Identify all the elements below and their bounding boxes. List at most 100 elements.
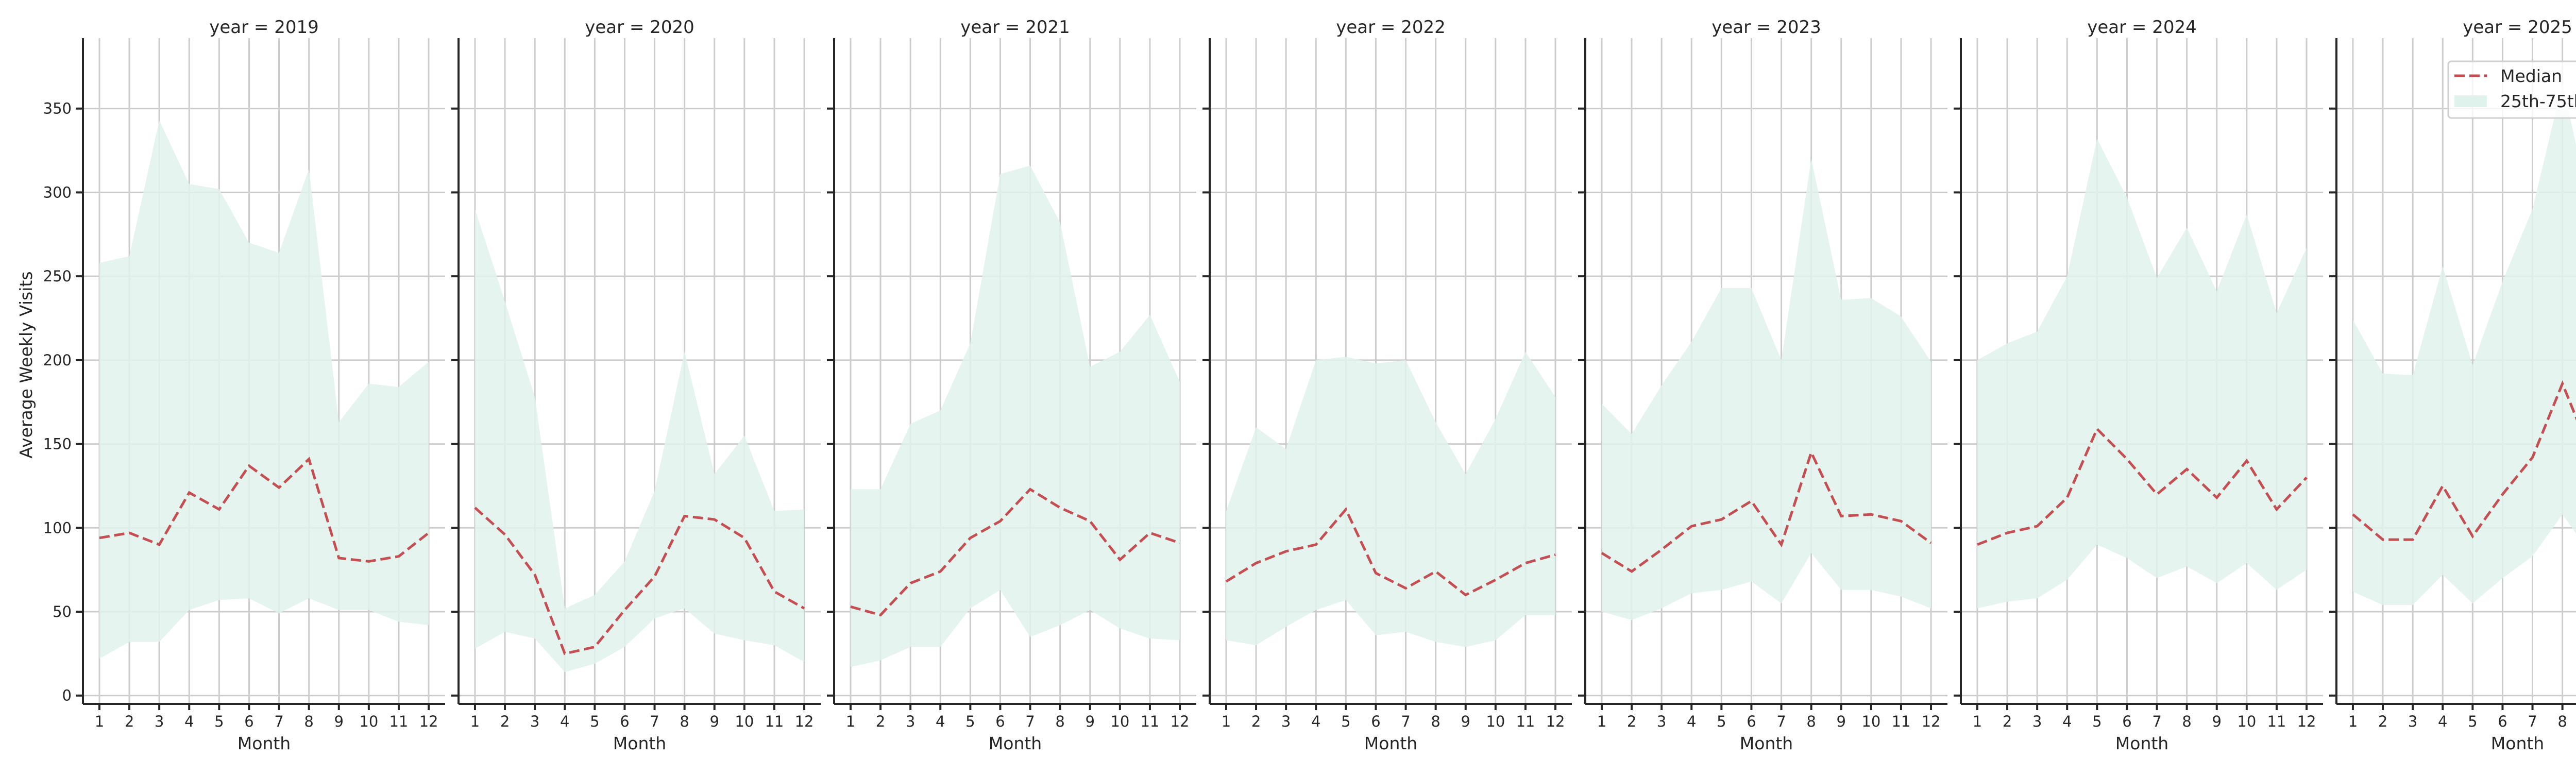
x-tick-label: 2 bbox=[500, 713, 510, 730]
x-tick-label: 4 bbox=[560, 713, 569, 730]
x-tick-label: 8 bbox=[2557, 713, 2567, 730]
x-tick-label: 9 bbox=[1086, 713, 1095, 730]
percentile-band bbox=[1977, 139, 2307, 609]
x-tick-label: 2 bbox=[1251, 713, 1261, 730]
x-axis-label: Month bbox=[2491, 733, 2544, 753]
x-tick-label: 6 bbox=[2498, 713, 2507, 730]
median-line bbox=[850, 488, 1180, 617]
x-tick-label: 3 bbox=[1281, 713, 1291, 730]
x-tick-label: 6 bbox=[620, 713, 629, 730]
x-tick-label: 8 bbox=[1431, 713, 1440, 730]
panel-title: year = 2023 bbox=[1711, 17, 1821, 38]
y-tick-label: 300 bbox=[43, 183, 72, 201]
x-tick-label: 4 bbox=[1687, 713, 1696, 730]
x-tick-label: 9 bbox=[710, 713, 719, 730]
x-tick-label: 7 bbox=[274, 713, 283, 730]
x-tick-label: 12 bbox=[1922, 713, 1941, 730]
x-tick-label: 5 bbox=[1717, 713, 1726, 730]
x-tick-label: 4 bbox=[2062, 713, 2072, 730]
y-tick-label: 150 bbox=[43, 435, 72, 453]
x-tick-label: 7 bbox=[1401, 713, 1410, 730]
x-tick-label: 5 bbox=[590, 713, 599, 730]
x-tick-label: 6 bbox=[2122, 713, 2131, 730]
x-tick-label: 5 bbox=[2092, 713, 2102, 730]
legend: Median 25th-75th Percentile bbox=[2447, 60, 2576, 119]
legend-median-label: Median bbox=[2500, 66, 2562, 86]
x-tick-label: 11 bbox=[389, 713, 408, 730]
x-tick-label: 5 bbox=[1341, 713, 1350, 730]
x-tick-label: 7 bbox=[1025, 713, 1035, 730]
panel-title: year = 2024 bbox=[2087, 17, 2196, 38]
median-line bbox=[474, 507, 805, 656]
x-tick-label: 3 bbox=[1657, 713, 1666, 730]
x-tick-label: 4 bbox=[1311, 713, 1320, 730]
x-tick-label: 7 bbox=[650, 713, 659, 730]
x-tick-label: 6 bbox=[244, 713, 253, 730]
panel-title: year = 2022 bbox=[1336, 17, 1445, 38]
x-tick-label: 5 bbox=[214, 713, 224, 730]
x-tick-label: 10 bbox=[2237, 713, 2256, 730]
x-tick-label: 12 bbox=[419, 713, 438, 730]
x-tick-label: 12 bbox=[1546, 713, 1565, 730]
x-tick-label: 10 bbox=[1110, 713, 1129, 730]
y-tick-label: 50 bbox=[53, 603, 72, 620]
x-tick-label: 2 bbox=[2003, 713, 2012, 730]
x-tick-label: 10 bbox=[735, 713, 754, 730]
y-tick-label: 100 bbox=[43, 519, 72, 536]
x-tick-label: 11 bbox=[1891, 713, 1910, 730]
x-tick-label: 10 bbox=[1486, 713, 1505, 730]
x-tick-label: 1 bbox=[470, 713, 480, 730]
panel-title: year = 2019 bbox=[209, 17, 318, 38]
x-tick-label: 2 bbox=[876, 713, 885, 730]
x-tick-label: 7 bbox=[2152, 713, 2161, 730]
x-tick-label: 1 bbox=[1597, 713, 1606, 730]
x-axis-label: Month bbox=[1740, 733, 1793, 753]
x-tick-label: 9 bbox=[334, 713, 344, 730]
x-tick-label: 4 bbox=[936, 713, 945, 730]
y-tick-label: 250 bbox=[43, 267, 72, 285]
x-tick-label: 8 bbox=[1055, 713, 1064, 730]
y-tick-label: 0 bbox=[62, 687, 72, 704]
median-line bbox=[1977, 426, 2308, 546]
y-tick-label: 350 bbox=[43, 100, 72, 117]
x-tick-label: 12 bbox=[795, 713, 814, 730]
percentile-band bbox=[1601, 159, 1931, 620]
median-line bbox=[2352, 380, 2576, 541]
x-tick-label: 7 bbox=[1776, 713, 1786, 730]
x-tick-label: 1 bbox=[1973, 713, 1982, 730]
x-tick-label: 2 bbox=[2378, 713, 2387, 730]
x-tick-label: 12 bbox=[2297, 713, 2316, 730]
x-tick-label: 9 bbox=[2212, 713, 2222, 730]
panel-title: year = 2025 bbox=[2463, 17, 2572, 38]
x-tick-label: 11 bbox=[1516, 713, 1535, 730]
x-tick-label: 8 bbox=[680, 713, 689, 730]
x-tick-label: 6 bbox=[995, 713, 1005, 730]
panel-title: year = 2020 bbox=[585, 17, 694, 38]
x-tick-label: 3 bbox=[2408, 713, 2417, 730]
x-tick-label: 4 bbox=[2438, 713, 2447, 730]
percentile-band bbox=[2352, 83, 2576, 605]
x-tick-label: 1 bbox=[95, 713, 104, 730]
x-tick-label: 1 bbox=[1222, 713, 1231, 730]
x-tick-label: 7 bbox=[2528, 713, 2537, 730]
x-tick-label: 4 bbox=[184, 713, 194, 730]
x-tick-label: 11 bbox=[2267, 713, 2286, 730]
median-line bbox=[99, 457, 430, 563]
x-tick-label: 9 bbox=[1837, 713, 1846, 730]
legend-band-swatch bbox=[2454, 95, 2487, 107]
x-tick-label: 10 bbox=[359, 713, 378, 730]
x-tick-label: 6 bbox=[1747, 713, 1756, 730]
x-tick-label: 11 bbox=[765, 713, 784, 730]
x-tick-label: 3 bbox=[155, 713, 164, 730]
x-tick-label: 8 bbox=[1806, 713, 1816, 730]
percentile-band bbox=[1226, 351, 1556, 647]
x-tick-label: 9 bbox=[1461, 713, 1470, 730]
x-tick-label: 3 bbox=[906, 713, 915, 730]
